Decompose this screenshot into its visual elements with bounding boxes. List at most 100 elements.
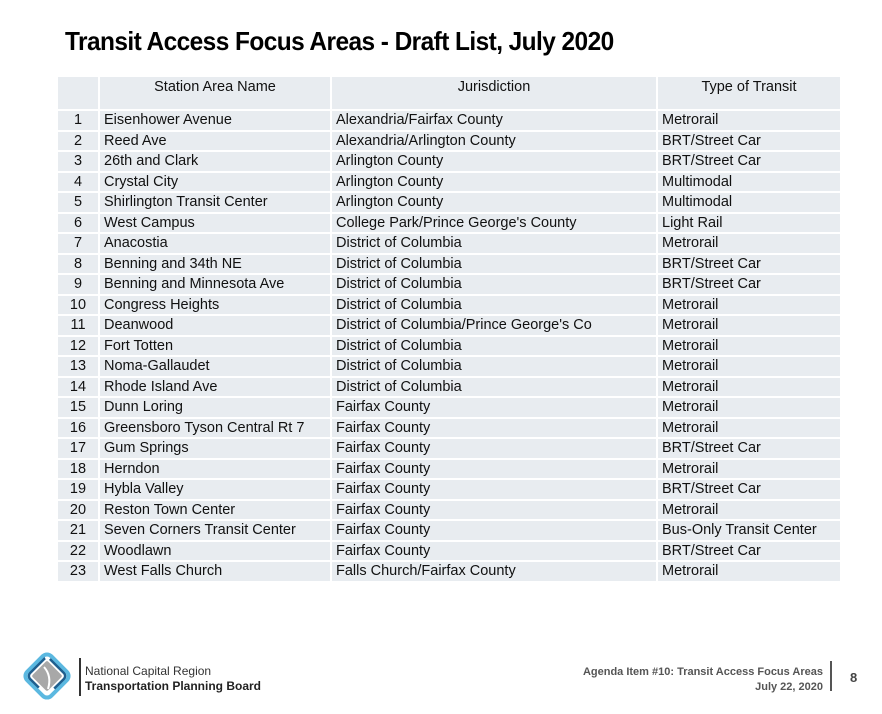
row-number: 5 (56, 191, 100, 214)
transit-type: Metrorail (656, 560, 842, 583)
station-area-name: Crystal City (98, 170, 332, 193)
transit-type: Metrorail (656, 355, 842, 378)
header-type-of-transit: Type of Transit (656, 75, 842, 111)
header-station-area-name: Station Area Name (98, 75, 332, 111)
jurisdiction: Fairfax County (330, 437, 658, 460)
table-row: 22 Woodlawn Fairfax County BRT/Street Car (56, 539, 842, 562)
row-number: 11 (56, 314, 100, 337)
transit-type: Metrorail (656, 375, 842, 398)
table-row: 14 Rhode Island Ave District of Columbia Me… (56, 375, 842, 398)
jurisdiction: Fairfax County (330, 519, 658, 542)
transit-type: Metrorail (656, 232, 842, 255)
row-number: 2 (56, 129, 100, 152)
station-area-name: Noma-Gallaudet (98, 355, 332, 378)
table-row: 21 Seven Corners Transit Center Fairfax Co… (56, 519, 842, 542)
transit-type: Metrorail (656, 314, 842, 337)
jurisdiction: College Park/Prince George's County (330, 211, 658, 234)
station-area-name: West Campus (98, 211, 332, 234)
station-area-name: Gum Springs (98, 437, 332, 460)
transit-type: BRT/Street Car (656, 273, 842, 296)
station-area-name: Benning and Minnesota Ave (98, 273, 332, 296)
row-number: 6 (56, 211, 100, 234)
transit-type: BRT/Street Car (656, 437, 842, 460)
transit-type: Metrorail (656, 498, 842, 521)
jurisdiction: District of Columbia (330, 375, 658, 398)
table-row: 11 Deanwood District of Columbia/Prince Ge… (56, 314, 842, 337)
row-number: 22 (56, 539, 100, 562)
header-jurisdiction: Jurisdiction (330, 75, 658, 111)
jurisdiction: District of Columbia (330, 232, 658, 255)
table-row: 23 West Falls Church Falls Church/Fairfax … (56, 560, 842, 583)
table-row: 6 West Campus College Park/Prince George's… (56, 211, 842, 234)
row-number: 15 (56, 396, 100, 419)
station-area-name: Rhode Island Ave (98, 375, 332, 398)
table-row: 18 Herndon Fairfax County Metrorail (56, 457, 842, 480)
transit-type: BRT/Street Car (656, 150, 842, 173)
station-area-name: Reed Ave (98, 129, 332, 152)
table-row: 5 Shirlington Transit Center Arlington Cou… (56, 191, 842, 214)
row-number: 8 (56, 252, 100, 275)
transit-type: BRT/Street Car (656, 252, 842, 275)
tpb-logo-icon (23, 652, 71, 700)
table-row: 1 Eisenhower Avenue Alexandria/Fairfax Cou… (56, 109, 842, 132)
station-area-name: Fort Totten (98, 334, 332, 357)
jurisdiction: Fairfax County (330, 498, 658, 521)
row-number: 10 (56, 293, 100, 316)
station-area-name: Eisenhower Avenue (98, 109, 332, 132)
station-area-name: Hybla Valley (98, 478, 332, 501)
jurisdiction: Arlington County (330, 150, 658, 173)
table-row: 20 Reston Town Center Fairfax County Metror… (56, 498, 842, 521)
row-number: 12 (56, 334, 100, 357)
table-row: 3 26th and Clark Arlington County BRT/Stree… (56, 150, 842, 173)
row-number: 13 (56, 355, 100, 378)
page-number: 8 (850, 670, 858, 685)
jurisdiction: Fairfax County (330, 478, 658, 501)
transit-type: BRT/Street Car (656, 478, 842, 501)
transit-type: BRT/Street Car (656, 129, 842, 152)
jurisdiction: District of Columbia (330, 355, 658, 378)
table-row: 4 Crystal City Arlington County Multimodal (56, 170, 842, 193)
table-row: 10 Congress Heights District of Columbia Me… (56, 293, 842, 316)
transit-focus-areas-table: Station Area Name Jurisdiction Type of T… (56, 75, 842, 583)
station-area-name: 26th and Clark (98, 150, 332, 173)
jurisdiction: District of Columbia (330, 252, 658, 275)
table-header-row: Station Area Name Jurisdiction Type of T… (56, 75, 842, 111)
row-number: 17 (56, 437, 100, 460)
station-area-name: Anacostia (98, 232, 332, 255)
jurisdiction: Alexandria/Arlington County (330, 129, 658, 152)
row-number: 1 (56, 109, 100, 132)
table-row: 17 Gum Springs Fairfax County BRT/Street Ca… (56, 437, 842, 460)
table-row: 15 Dunn Loring Fairfax County Metrorail (56, 396, 842, 419)
jurisdiction: District of Columbia/Prince George's Co (330, 314, 658, 337)
station-area-name: Benning and 34th NE (98, 252, 332, 275)
jurisdiction: Fairfax County (330, 416, 658, 439)
transit-type: Metrorail (656, 416, 842, 439)
transit-type: Metrorail (656, 457, 842, 480)
station-area-name: Congress Heights (98, 293, 332, 316)
table-row: 12 Fort Totten District of Columbia Metrora… (56, 334, 842, 357)
jurisdiction: District of Columbia (330, 293, 658, 316)
row-number: 14 (56, 375, 100, 398)
row-number: 3 (56, 150, 100, 173)
table-row: 9 Benning and Minnesota Ave District of Co… (56, 273, 842, 296)
row-number: 21 (56, 519, 100, 542)
footer-divider (79, 658, 81, 696)
station-area-name: Reston Town Center (98, 498, 332, 521)
transit-type: Light Rail (656, 211, 842, 234)
jurisdiction: Falls Church/Fairfax County (330, 560, 658, 583)
station-area-name: Deanwood (98, 314, 332, 337)
station-area-name: Woodlawn (98, 539, 332, 562)
station-area-name: Greensboro Tyson Central Rt 7 (98, 416, 332, 439)
agenda-date: July 22, 2020 (755, 681, 823, 693)
jurisdiction: Arlington County (330, 191, 658, 214)
station-area-name: West Falls Church (98, 560, 332, 583)
table-row: 8 Benning and 34th NE District of Columbia… (56, 252, 842, 275)
table-row: 16 Greensboro Tyson Central Rt 7 Fairfax C… (56, 416, 842, 439)
agenda-item-label: Agenda Item #10: Transit Access Focus Ar… (582, 666, 823, 678)
org-name-line2: Transportation Planning Board (85, 679, 262, 693)
jurisdiction: Arlington County (330, 170, 658, 193)
table-row: 2 Reed Ave Alexandria/Arlington County BRT/… (56, 129, 842, 152)
transit-type: BRT/Street Car (656, 539, 842, 562)
jurisdiction: District of Columbia (330, 273, 658, 296)
jurisdiction: Fairfax County (330, 539, 658, 562)
